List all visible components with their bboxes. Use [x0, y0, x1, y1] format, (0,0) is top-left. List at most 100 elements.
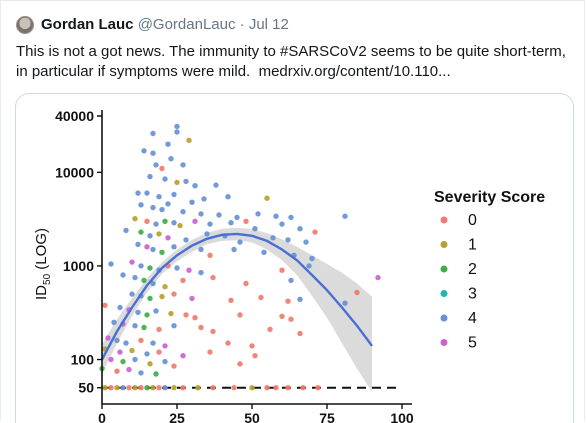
data-point	[171, 191, 177, 198]
data-point	[303, 239, 309, 245]
data-point	[192, 315, 198, 321]
legend-label: 4	[468, 310, 477, 327]
data-point	[207, 221, 213, 227]
y-tick-label: 1000	[63, 258, 94, 274]
data-point	[126, 366, 132, 373]
data-point	[198, 246, 204, 253]
data-point	[267, 326, 273, 333]
legend-marker	[440, 339, 448, 346]
data-point	[168, 156, 174, 162]
data-point	[150, 204, 156, 211]
data-point	[288, 316, 294, 322]
data-point	[159, 165, 165, 172]
data-point	[180, 385, 186, 391]
author-name[interactable]: Gordan Lauc	[41, 16, 134, 33]
data-point	[279, 267, 285, 273]
data-point	[180, 277, 186, 284]
data-point	[108, 261, 114, 267]
data-point	[159, 249, 165, 255]
data-point	[126, 385, 132, 391]
data-point	[114, 368, 120, 374]
data-point	[252, 226, 258, 232]
data-point	[210, 274, 216, 281]
y-tick-label: 100	[71, 352, 95, 368]
data-point	[201, 196, 207, 202]
data-point	[264, 195, 270, 201]
data-point	[162, 218, 168, 224]
data-point	[150, 246, 156, 253]
data-point	[156, 349, 162, 355]
data-point	[114, 385, 120, 391]
data-point	[162, 284, 168, 290]
data-point	[288, 214, 294, 221]
data-point	[159, 206, 165, 213]
legend-label: 3	[468, 286, 477, 303]
data-point	[144, 312, 150, 318]
data-point	[150, 130, 156, 137]
data-point	[237, 312, 243, 318]
legend-marker	[440, 314, 448, 322]
data-point	[198, 269, 204, 276]
x-tick-label: 100	[390, 410, 414, 423]
data-point	[195, 385, 201, 391]
data-point	[198, 324, 204, 331]
data-point	[138, 385, 144, 391]
x-tick-label: 0	[98, 410, 106, 423]
data-point	[243, 280, 249, 287]
fit-curve	[100, 232, 373, 361]
data-point	[150, 385, 156, 391]
legend-title: Severity Score	[434, 189, 545, 206]
data-point	[168, 310, 174, 317]
data-point	[102, 385, 108, 391]
data-point	[132, 216, 138, 222]
data-point	[171, 323, 177, 329]
data-point	[264, 385, 270, 391]
x-tick-label: 50	[244, 410, 260, 423]
tweet-media-image[interactable]: 50 100 1000 10000 40000 0 25 50 75 100 ID50 (LOG) …	[15, 93, 574, 423]
legend-label: 0	[468, 212, 477, 229]
tweet-text: This is not a got news. The immunity to …	[16, 42, 581, 82]
data-point	[192, 183, 198, 189]
legend-label: 2	[468, 261, 477, 278]
data-point	[186, 137, 192, 143]
legend-label: 1	[468, 237, 477, 254]
data-point	[171, 220, 177, 226]
avatar[interactable]	[16, 16, 34, 34]
data-point	[225, 340, 231, 346]
data-point	[153, 371, 159, 377]
data-point	[210, 328, 216, 335]
y-tick-label: 40000	[55, 108, 94, 124]
data-point	[279, 313, 285, 319]
data-point	[132, 274, 138, 281]
data-point	[120, 385, 126, 391]
data-point	[141, 277, 147, 284]
data-point	[273, 213, 279, 219]
data-point	[285, 298, 291, 304]
tweet-header: Gordan Lauc @GordanLauc · Jul 12	[41, 16, 289, 34]
author-handle[interactable]: @GordanLauc	[137, 16, 236, 33]
data-point	[162, 385, 168, 391]
data-point	[183, 178, 189, 185]
data-point	[144, 218, 150, 224]
data-point	[174, 265, 180, 271]
data-point	[285, 237, 291, 243]
data-point	[135, 309, 141, 315]
data-point	[132, 323, 138, 329]
tweet-date[interactable]: Jul 12	[248, 16, 289, 33]
data-point	[174, 123, 180, 130]
data-point	[144, 244, 150, 250]
data-point	[171, 244, 177, 250]
data-point	[108, 385, 114, 391]
data-point	[297, 296, 303, 302]
data-point	[207, 349, 213, 355]
separator-dot: ·	[239, 16, 245, 33]
tweet-link[interactable]: medrxiv.org/content/10.110...	[258, 63, 451, 80]
data-point	[102, 302, 108, 308]
data-point	[237, 239, 243, 245]
y-axis-label: ID50 (LOG)	[33, 228, 53, 300]
data-point	[312, 229, 318, 235]
data-point	[273, 385, 279, 391]
data-point	[165, 201, 171, 207]
